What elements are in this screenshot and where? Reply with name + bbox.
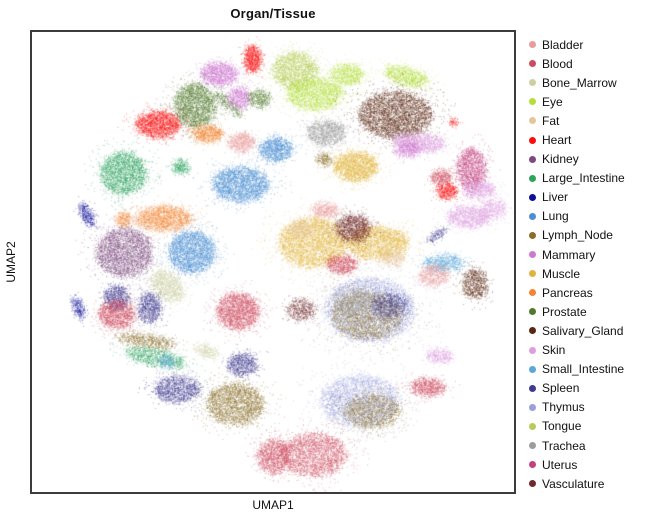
legend-item: Small_Intestine bbox=[526, 360, 648, 379]
legend-label: Pancreas bbox=[542, 285, 593, 300]
plot-area bbox=[30, 30, 516, 494]
legend-swatch-icon bbox=[529, 98, 536, 106]
legend-item: Salivary_Gland bbox=[526, 321, 648, 340]
legend-swatch-icon bbox=[529, 346, 536, 354]
legend-item: Large_Intestine bbox=[526, 169, 648, 188]
x-axis-label: UMAP1 bbox=[252, 498, 294, 512]
legend-swatch-icon bbox=[529, 384, 536, 392]
legend-label: Skin bbox=[542, 343, 566, 358]
legend-label: Lung bbox=[542, 209, 569, 224]
legend-swatch-icon bbox=[529, 155, 536, 163]
legend-label: Liver bbox=[542, 190, 569, 205]
legend-swatch-icon bbox=[529, 136, 536, 144]
legend-item: Spleen bbox=[526, 379, 648, 398]
legend-item: Bone_Marrow bbox=[526, 73, 648, 92]
legend-item: Heart bbox=[526, 130, 648, 149]
legend-swatch-icon bbox=[529, 60, 536, 68]
legend-label: Bone_Marrow bbox=[542, 75, 617, 90]
legend-swatch-icon bbox=[529, 193, 536, 201]
legend-label: Bladder bbox=[542, 37, 584, 52]
legend-swatch-icon bbox=[529, 422, 536, 430]
legend-swatch-icon bbox=[529, 480, 536, 488]
legend-label: Mammary bbox=[542, 247, 596, 262]
legend-label: Large_Intestine bbox=[542, 171, 625, 186]
legend-item: Lymph_Node bbox=[526, 226, 648, 245]
legend-label: Prostate bbox=[542, 304, 587, 319]
legend-swatch-icon bbox=[529, 308, 536, 316]
legend-item: Trachea bbox=[526, 436, 648, 455]
legend-swatch-icon bbox=[529, 41, 536, 49]
legend-swatch-icon bbox=[529, 231, 536, 239]
legend-item: Kidney bbox=[526, 150, 648, 169]
legend-item: Uterus bbox=[526, 455, 648, 474]
legend-item: Fat bbox=[526, 111, 648, 130]
legend-label: Uterus bbox=[542, 457, 578, 472]
legend-item: Bladder bbox=[526, 35, 648, 54]
legend-item: Prostate bbox=[526, 302, 648, 321]
legend-label: Vasculature bbox=[542, 476, 605, 491]
legend-swatch-icon bbox=[529, 461, 536, 469]
legend-label: Trachea bbox=[542, 438, 586, 453]
legend-label: Fat bbox=[542, 113, 560, 128]
legend-swatch-icon bbox=[529, 365, 536, 373]
legend-label: Eye bbox=[542, 94, 563, 109]
legend-item: Tongue bbox=[526, 417, 648, 436]
legend-item: Vasculature bbox=[526, 474, 648, 493]
legend-item: Blood bbox=[526, 54, 648, 73]
legend-label: Lymph_Node bbox=[542, 228, 613, 243]
legend-swatch-icon bbox=[529, 212, 536, 220]
legend-label: Spleen bbox=[542, 381, 580, 396]
y-axis-label: UMAP2 bbox=[4, 241, 18, 283]
legend-swatch-icon bbox=[529, 174, 536, 182]
legend-item: Lung bbox=[526, 207, 648, 226]
legend-item: Muscle bbox=[526, 264, 648, 283]
legend-label: Muscle bbox=[542, 266, 581, 281]
legend-swatch-icon bbox=[529, 117, 536, 125]
legend-label: Kidney bbox=[542, 152, 579, 167]
legend-swatch-icon bbox=[529, 289, 536, 297]
legend-swatch-icon bbox=[529, 270, 536, 278]
legend-label: Salivary_Gland bbox=[542, 323, 624, 338]
legend-item: Mammary bbox=[526, 245, 648, 264]
legend-item: Eye bbox=[526, 92, 648, 111]
legend-item: Liver bbox=[526, 188, 648, 207]
legend-label: Small_Intestine bbox=[542, 362, 625, 377]
legend-label: Thymus bbox=[542, 400, 585, 415]
legend-item: Pancreas bbox=[526, 283, 648, 302]
legend-label: Tongue bbox=[542, 419, 582, 434]
legend-item: Thymus bbox=[526, 398, 648, 417]
legend-swatch-icon bbox=[529, 403, 536, 411]
legend-label: Blood bbox=[542, 56, 573, 71]
legend-item: Skin bbox=[526, 341, 648, 360]
legend: Bladder Blood Bone_Marrow Eye Fat Heart Kidney… bbox=[526, 35, 648, 493]
legend-label: Heart bbox=[542, 133, 572, 148]
legend-swatch-icon bbox=[529, 327, 536, 335]
legend-swatch-icon bbox=[529, 442, 536, 450]
legend-swatch-icon bbox=[529, 251, 536, 259]
chart-title: Organ/Tissue bbox=[230, 6, 316, 21]
legend-swatch-icon bbox=[529, 79, 536, 87]
umap-scatter-canvas bbox=[32, 32, 514, 492]
